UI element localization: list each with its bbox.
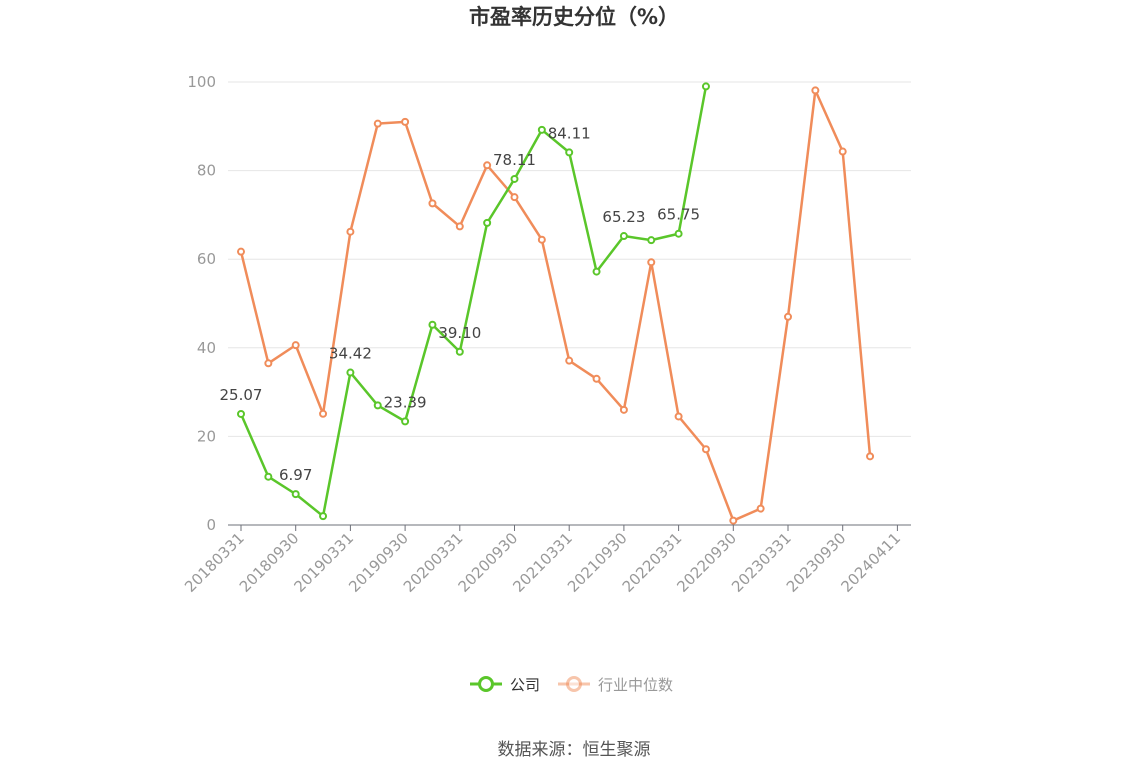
data-label-company: 78.11 [493, 151, 536, 169]
data-point-industry-median[interactable] [319, 409, 328, 418]
data-point-company[interactable] [592, 267, 601, 276]
legend-item-industry-median[interactable]: 行业中位数 [558, 676, 673, 694]
data-point-industry-median[interactable] [784, 312, 792, 321]
data-point-company[interactable] [319, 512, 328, 521]
data-point-industry-median[interactable] [647, 258, 656, 267]
data-point-company[interactable] [237, 409, 245, 418]
y-tick-label: 0 [206, 516, 216, 534]
data-label-company: 34.42 [329, 345, 372, 363]
chart-title: 市盈率历史分位（%） [469, 5, 679, 29]
data-point-industry-median[interactable] [674, 412, 683, 421]
data-point-industry-median[interactable] [756, 504, 765, 513]
data-point-industry-median[interactable] [701, 445, 710, 454]
data-label-company: 65.75 [657, 206, 700, 224]
data-point-industry-median[interactable] [455, 222, 464, 231]
series-layer [237, 82, 875, 525]
legend-item-company[interactable]: 公司 [470, 676, 540, 694]
data-point-company[interactable] [647, 236, 656, 245]
data-point-company[interactable] [428, 320, 437, 329]
data-source: 数据来源：恒生聚源 [498, 740, 651, 760]
legend[interactable]: 公司 行业中位数 [470, 676, 673, 694]
x-tick-label: 20240411 [838, 529, 905, 596]
legend-industry-label: 行业中位数 [598, 676, 673, 694]
data-labels: 25.07 6.97 34.42 23.39 39.10 78.11 84.11 65.23 6… [220, 124, 701, 484]
data-label-company: 84.11 [548, 124, 591, 142]
data-point-company[interactable] [373, 401, 382, 410]
data-point-company[interactable] [291, 490, 300, 499]
data-point-industry-median[interactable] [291, 341, 300, 350]
axes: 0204060801002018033120180930201903312019… [181, 73, 911, 596]
data-point-industry-median[interactable] [237, 247, 245, 256]
data-point-industry-median[interactable] [537, 235, 546, 244]
data-point-company[interactable] [483, 218, 492, 227]
data-point-industry-median[interactable] [483, 161, 492, 170]
data-point-company[interactable] [619, 232, 628, 241]
data-point-industry-median[interactable] [838, 147, 847, 156]
data-point-industry-median[interactable] [592, 374, 601, 383]
data-point-company[interactable] [674, 229, 683, 238]
y-tick-label: 80 [197, 162, 216, 180]
data-point-company[interactable] [510, 174, 519, 183]
data-point-industry-median[interactable] [401, 117, 410, 126]
grid-lines [228, 81, 911, 437]
data-point-industry-median[interactable] [811, 86, 820, 95]
data-point-company[interactable] [346, 368, 355, 377]
y-tick-label: 60 [197, 250, 216, 268]
data-point-industry-median[interactable] [510, 193, 519, 202]
data-point-company[interactable] [537, 125, 546, 134]
y-tick-label: 20 [197, 427, 216, 445]
data-point-company[interactable] [701, 82, 710, 91]
data-point-industry-median[interactable] [346, 227, 355, 236]
series-line-industry-median [239, 89, 872, 522]
data-label-company: 25.07 [220, 386, 263, 404]
data-point-industry-median[interactable] [729, 516, 738, 525]
data-label-company: 6.97 [279, 466, 312, 484]
legend-company-marker [478, 676, 494, 692]
data-point-industry-median[interactable] [619, 405, 628, 414]
data-point-company[interactable] [565, 148, 574, 157]
data-label-company: 65.23 [602, 208, 645, 226]
data-point-industry-median[interactable] [373, 119, 382, 128]
data-label-company: 39.10 [438, 324, 481, 342]
legend-industry-marker [566, 676, 582, 692]
data-point-company[interactable] [401, 417, 410, 426]
y-tick-label: 40 [197, 339, 216, 357]
y-tick-label: 100 [187, 73, 216, 91]
series-line-company [239, 86, 708, 518]
data-point-company[interactable] [455, 347, 464, 356]
data-point-company[interactable] [264, 472, 273, 481]
legend-company-label: 公司 [510, 676, 540, 694]
data-point-industry-median[interactable] [428, 199, 437, 208]
data-point-industry-median[interactable] [565, 356, 574, 365]
data-label-company: 23.39 [384, 393, 427, 411]
data-point-industry-median[interactable] [264, 359, 273, 368]
data-point-industry-median[interactable] [866, 452, 875, 461]
